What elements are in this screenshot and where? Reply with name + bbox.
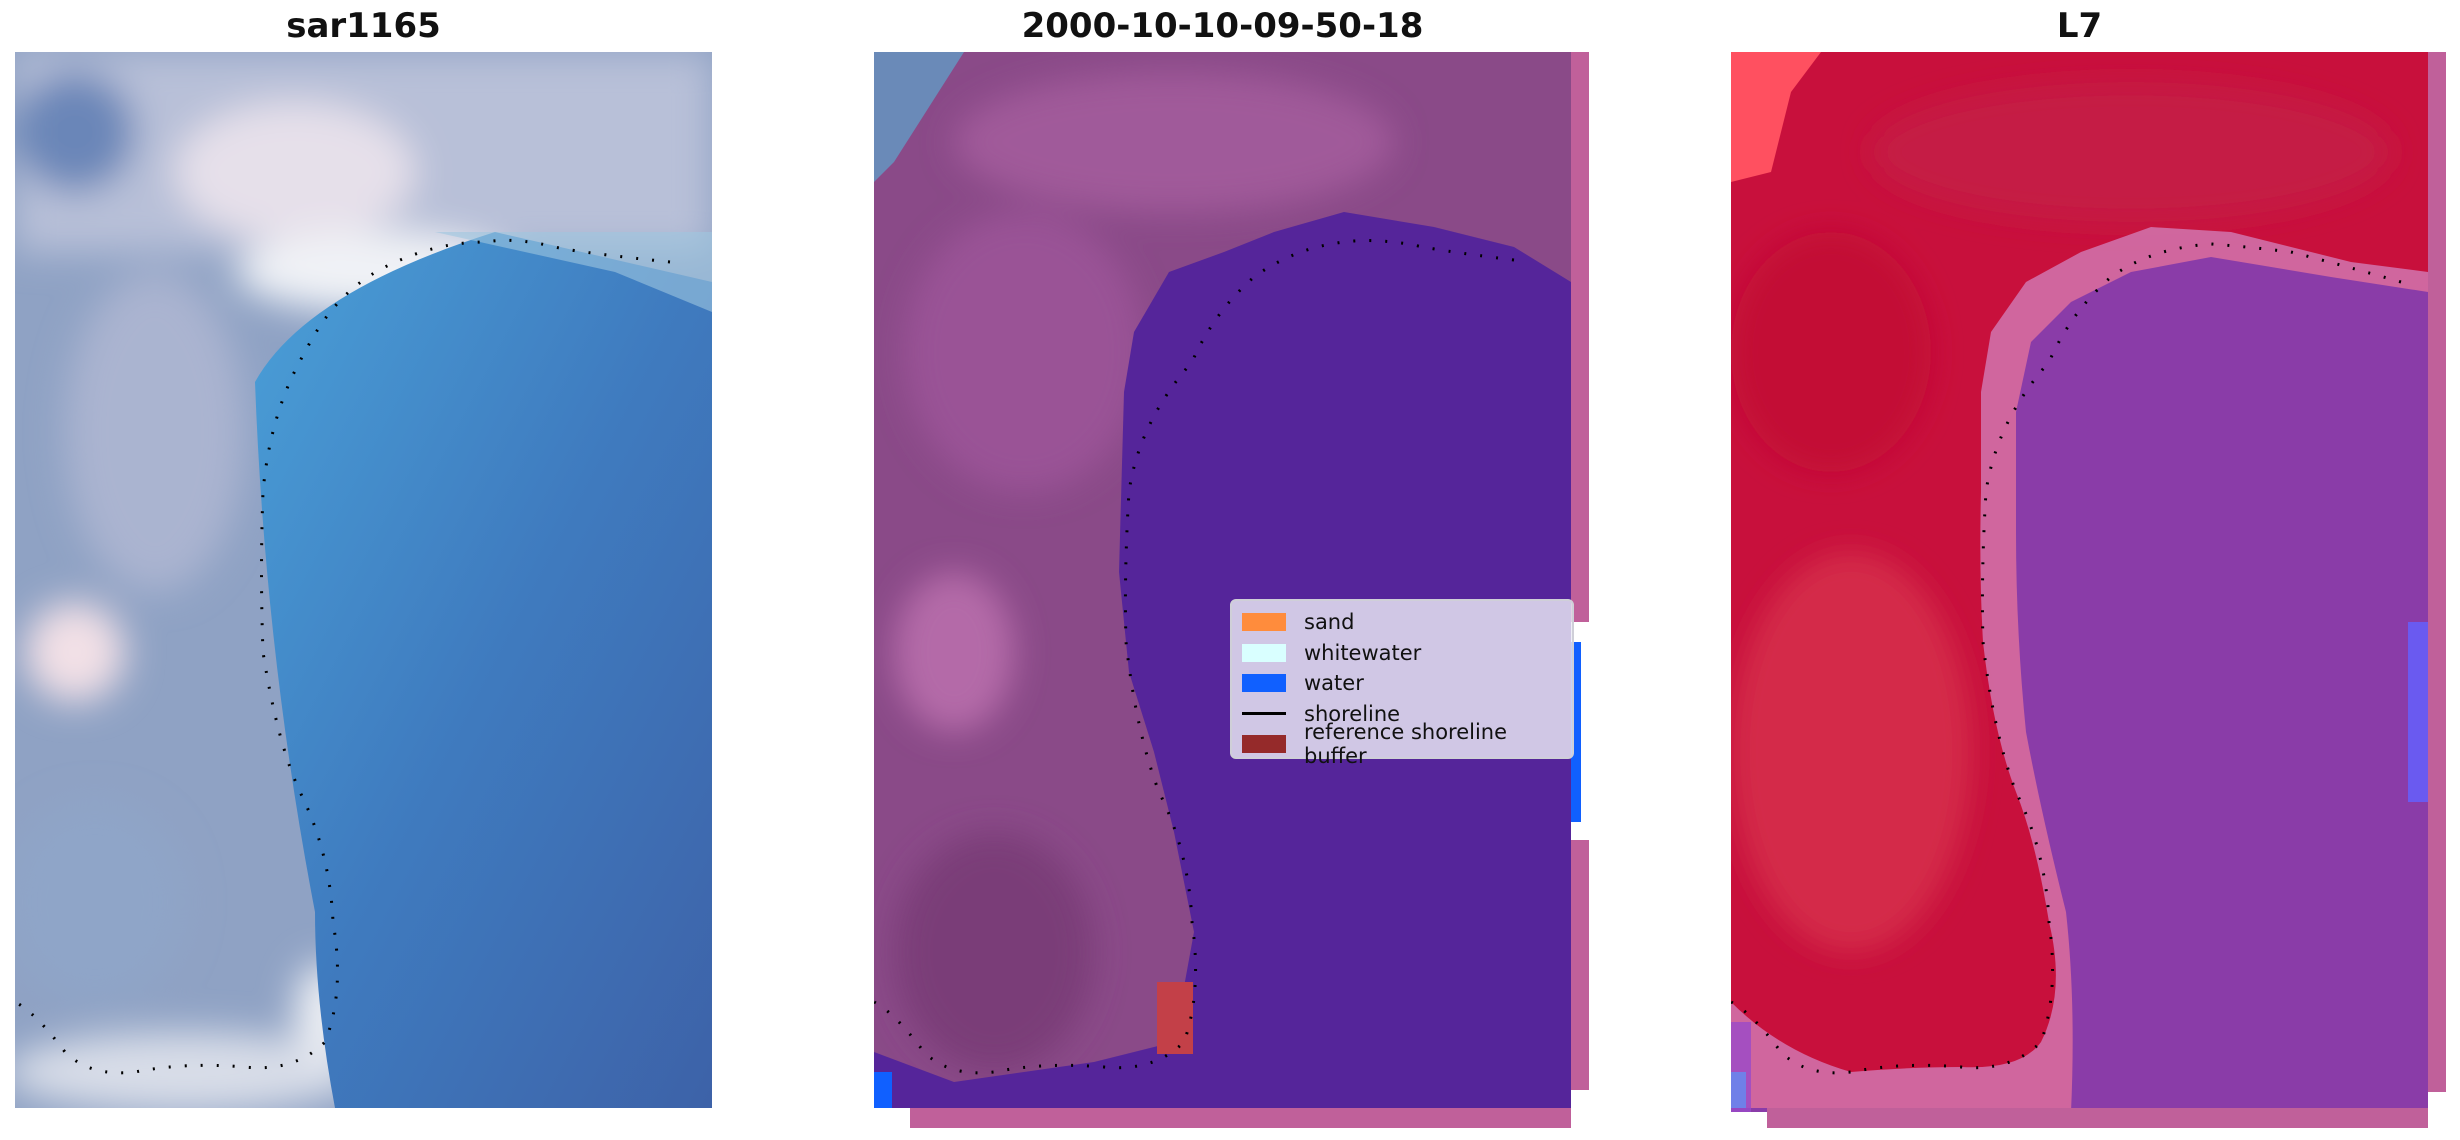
legend-item-sand: sand xyxy=(1242,607,1562,638)
legend-label-reference-buffer: reference shoreline buffer xyxy=(1304,720,1508,769)
legend-label-water: water xyxy=(1304,671,1364,696)
panel-title-rgb: sar1165 xyxy=(286,6,441,46)
legend-item-whitewater: whitewater xyxy=(1242,638,1562,669)
false-color-image xyxy=(1731,52,2451,1128)
legend-swatch-reference-buffer xyxy=(1242,735,1286,754)
panel-title-classified: 2000-10-10-09-50-18 xyxy=(1021,6,1424,46)
legend-swatch-water xyxy=(1242,674,1286,693)
legend-item-water: water xyxy=(1242,668,1562,699)
legend-item-shoreline: shoreline xyxy=(1242,699,1562,730)
legend-swatch-whitewater xyxy=(1242,643,1286,662)
legend-swatch-shoreline xyxy=(1242,712,1286,716)
legend-label-whitewater: whitewater xyxy=(1304,640,1422,665)
classified-image xyxy=(874,52,1594,1128)
legend-label-sand: sand xyxy=(1304,610,1355,635)
legend-swatch-sand xyxy=(1242,613,1286,632)
legend-label-shoreline: shoreline xyxy=(1304,701,1401,726)
legend: sand whitewater water shoreline referenc… xyxy=(1230,599,1574,768)
rgb-satellite-image xyxy=(15,52,712,1108)
legend-item-reference-buffer: reference shoreline buffer xyxy=(1242,720,1562,768)
panel-title-false-color: L7 xyxy=(2056,6,2103,46)
